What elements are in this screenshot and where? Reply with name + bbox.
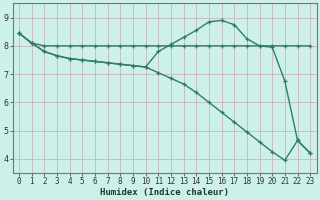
X-axis label: Humidex (Indice chaleur): Humidex (Indice chaleur) — [100, 188, 229, 197]
